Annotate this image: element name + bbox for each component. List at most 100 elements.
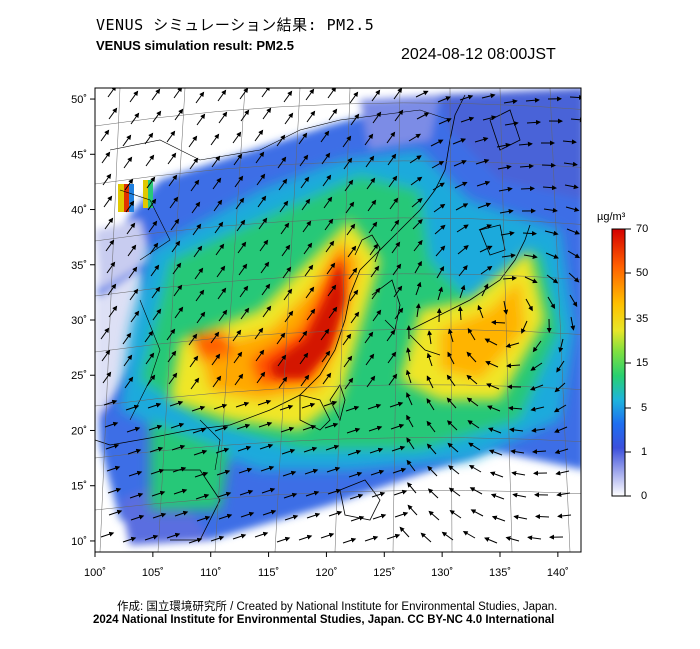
wind-arrow — [152, 512, 167, 519]
wind-arrow — [238, 467, 253, 474]
wind-arrow — [523, 254, 538, 259]
wind-arrow — [459, 284, 466, 299]
wind-arrow — [322, 372, 332, 385]
wind-arrow — [410, 176, 423, 186]
colorbar-label: 15 — [636, 357, 649, 369]
wind-arrow — [542, 185, 557, 191]
wind-arrow — [467, 420, 480, 429]
wind-arrow — [426, 352, 433, 367]
wind-arrow — [124, 178, 134, 191]
wind-arrow — [447, 351, 455, 365]
wind-arrow — [282, 266, 292, 279]
wind-arrow — [303, 242, 313, 255]
wind-arrow — [325, 444, 340, 451]
wind-arrow — [194, 267, 204, 280]
x-axis: 100˚ 105˚ 110˚ 115˚ 120˚ 125˚ 130˚ 135˚ 140˚ — [84, 552, 569, 579]
concentration-field — [95, 88, 581, 552]
wind-arrow — [491, 515, 506, 522]
wind-arrow — [215, 447, 230, 454]
wind-arrow — [261, 283, 271, 296]
wind-arrow — [188, 537, 203, 544]
wind-arrow — [486, 383, 500, 390]
wind-arrow — [426, 398, 435, 411]
wind-arrow — [554, 448, 569, 455]
wind-arrow — [426, 443, 437, 455]
wind-arrow — [469, 487, 483, 495]
wind-arrow — [570, 117, 581, 123]
wind-arrow — [506, 363, 521, 369]
wind-arrow — [369, 243, 379, 256]
wind-vectors — [100, 88, 581, 544]
wind-arrow — [427, 488, 439, 499]
wind-arrow — [278, 178, 288, 191]
wind-arrow — [524, 276, 538, 284]
wind-arrow — [147, 402, 162, 409]
wind-arrow — [427, 330, 433, 345]
title-japanese: VENUS シミュレーション結果: PM2.5 — [96, 16, 375, 34]
wind-arrow — [123, 354, 133, 367]
wind-arrow — [235, 197, 245, 210]
wind-arrow — [323, 196, 333, 209]
wind-arrow — [349, 91, 359, 104]
wind-arrow — [569, 294, 578, 308]
wind-arrow — [306, 308, 316, 321]
x-tick-label: 100˚ — [84, 567, 106, 579]
wind-arrow — [262, 305, 272, 318]
wind-arrow — [324, 422, 339, 429]
wind-arrow — [102, 371, 112, 384]
wind-arrow — [346, 223, 356, 236]
wind-arrow — [300, 374, 310, 387]
wind-arrow — [298, 330, 308, 343]
wind-arrow — [564, 184, 579, 190]
wind-arrow — [144, 132, 154, 145]
y-tick-label: 50˚ — [71, 94, 87, 106]
wind-arrow — [103, 399, 118, 406]
wind-arrow — [367, 199, 377, 212]
wind-arrow — [323, 400, 338, 407]
wind-arrow — [167, 350, 177, 363]
wind-arrow — [108, 107, 118, 120]
wind-arrow — [128, 470, 143, 477]
wind-arrow — [345, 201, 355, 214]
colorbar-label: 0 — [641, 490, 648, 502]
wind-arrow — [372, 309, 382, 322]
wind-arrow — [431, 161, 445, 169]
wind-arrow — [406, 414, 414, 428]
wind-arrow — [283, 90, 293, 103]
wind-arrow — [239, 489, 254, 496]
wind-arrow — [345, 405, 360, 412]
wind-arrow — [518, 141, 533, 147]
wind-arrow — [479, 245, 493, 253]
wind-arrow — [100, 327, 110, 340]
wind-arrow — [343, 157, 353, 170]
wind-arrow — [454, 181, 468, 189]
wind-arrow — [168, 174, 178, 187]
wind-arrow — [406, 459, 416, 472]
wind-arrow — [146, 374, 156, 387]
wind-arrow — [306, 512, 321, 519]
wind-arrow — [369, 447, 384, 454]
wind-arrow — [278, 376, 288, 389]
wind-arrow — [468, 442, 481, 451]
wind-arrow — [256, 173, 266, 186]
wind-arrow — [436, 265, 445, 279]
wind-arrow — [328, 510, 343, 517]
wind-arrow — [108, 305, 118, 318]
wind-arrow — [411, 197, 423, 208]
wind-arrow — [232, 329, 242, 342]
wind-arrow — [480, 265, 493, 275]
wind-arrow — [364, 535, 379, 542]
wind-arrow — [481, 93, 496, 99]
y-tick-label: 15˚ — [71, 481, 87, 493]
wind-arrow — [452, 138, 467, 145]
wind-arrow — [213, 199, 223, 212]
x-tick-label: 140˚ — [547, 567, 569, 579]
wind-arrow — [191, 201, 201, 214]
wind-arrow — [283, 492, 298, 499]
wind-arrow — [262, 509, 277, 516]
wind-arrow — [192, 223, 202, 236]
wind-arrow — [325, 240, 335, 253]
wind-arrow — [435, 245, 446, 257]
wind-arrow — [150, 468, 165, 475]
